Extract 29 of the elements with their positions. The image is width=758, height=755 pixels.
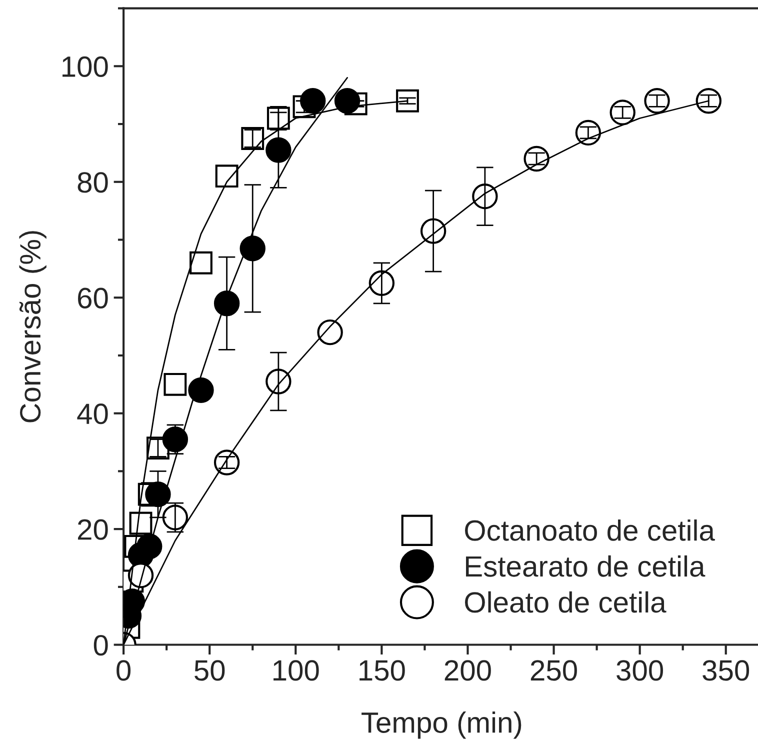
- point: [162, 504, 188, 530]
- x-tick-label: 0: [116, 660, 131, 681]
- point: [164, 372, 187, 396]
- x-tick-label: 250: [530, 660, 577, 681]
- x-tick-label: 200: [444, 660, 491, 681]
- legend-label: Octanoato de cetila: [465, 519, 715, 541]
- point: [190, 251, 212, 274]
- y-tick-label: 0: [94, 634, 108, 656]
- x-tick-label: 100: [274, 660, 319, 681]
- y-axis-title: Conversão (%): [19, 231, 46, 422]
- x-tick-label: 300: [616, 660, 664, 681]
- x-tick-label: 50: [194, 660, 225, 681]
- legend-label: Oleato de cetila: [465, 591, 666, 613]
- y-tick-label: 80: [78, 172, 108, 193]
- y-tick-label: 20: [78, 519, 108, 540]
- point: [215, 164, 238, 188]
- x-axis-title: Tempo (min): [362, 712, 522, 739]
- y-tick-label: 40: [77, 404, 108, 424]
- y-tick-label: 60: [78, 288, 108, 308]
- point: [300, 88, 326, 114]
- point: [129, 512, 152, 535]
- legend-label: Estearato de cetila: [466, 555, 706, 577]
- point: [317, 319, 343, 346]
- point: [334, 88, 360, 114]
- point: [266, 137, 292, 163]
- x-tick-label: 150: [360, 660, 405, 681]
- x-tick-label: 350: [702, 660, 750, 681]
- point: [188, 377, 214, 404]
- y-tick-label: 100: [62, 56, 108, 78]
